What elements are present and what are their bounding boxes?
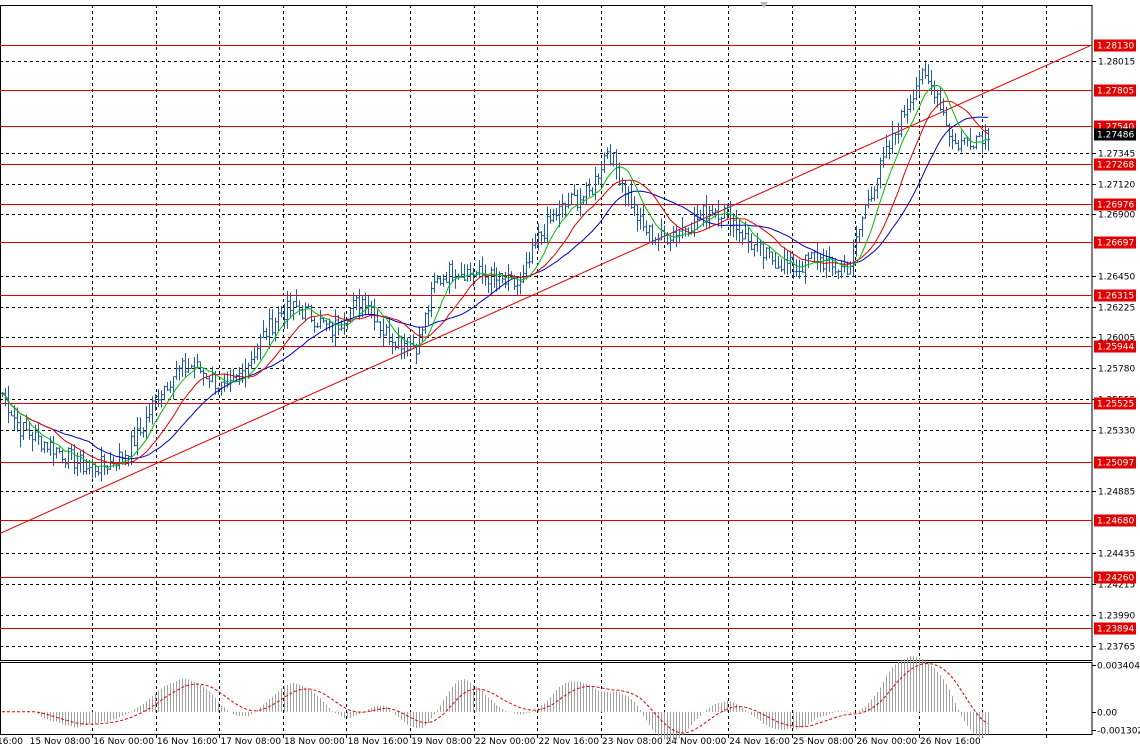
- time-label: 24 Nov 16:00: [729, 737, 790, 747]
- level-label: 1.27540: [1097, 123, 1134, 133]
- time-label: 16 Nov 16:00: [157, 737, 218, 747]
- level-label-box: [1094, 514, 1136, 527]
- level-label: 1.26697: [1097, 239, 1134, 249]
- price-axis-label: 1.23765: [1098, 643, 1135, 653]
- time-label: 26 Nov 00:00: [856, 737, 917, 747]
- level-label: 1.23894: [1097, 625, 1134, 635]
- level-label-box: [1094, 198, 1136, 211]
- price-axis-label: 1.26450: [1098, 273, 1135, 283]
- shift-marker: [760, 2, 768, 8]
- time-label: 18 Nov 00:00: [284, 737, 345, 747]
- time-label: 24 Nov 00:00: [666, 737, 727, 747]
- level-label: 1.25097: [1097, 459, 1134, 469]
- time-label: 17 Nov 08:00: [220, 737, 281, 747]
- price-axis-label: 1.26900: [1098, 211, 1135, 221]
- time-label: 23 Nov 08:00: [602, 737, 663, 747]
- level-label-box: [1094, 289, 1136, 302]
- time-label: 22 Nov 16:00: [538, 737, 599, 747]
- level-label: 1.25944: [1097, 343, 1134, 353]
- level-label-box: [1094, 84, 1136, 97]
- level-label-box: [1094, 571, 1136, 584]
- level-label: 1.24260: [1097, 574, 1134, 584]
- level-label-box: [1094, 397, 1136, 410]
- level-label: 1.24680: [1097, 517, 1134, 527]
- current-price-label: 1.27486: [1097, 131, 1134, 141]
- time-label: 18 Nov 16:00: [348, 737, 409, 747]
- time-label: 25 Nov 08:00: [793, 737, 854, 747]
- level-label: 1.25525: [1097, 400, 1134, 410]
- level-label-box: [1094, 622, 1136, 635]
- indicator-axis-label: 0.003404: [1097, 662, 1140, 672]
- level-label: 1.28130: [1097, 42, 1134, 52]
- price-axis-label: 1.24885: [1098, 488, 1135, 498]
- level-label: 1.26976: [1097, 201, 1134, 211]
- level-label-box: [1094, 236, 1136, 249]
- level-label: 1.27268: [1097, 161, 1134, 171]
- level-label-box: [1094, 340, 1136, 353]
- price-axis-label: 1.24435: [1098, 550, 1135, 560]
- level-label-box: [1094, 39, 1136, 52]
- level-label-box: [1094, 456, 1136, 469]
- price-axis-label: 1.27120: [1098, 181, 1135, 191]
- plot-frame: [0, 5, 1093, 661]
- time-label: 26 Nov 16:00: [920, 737, 981, 747]
- current-price-box: [1094, 128, 1136, 141]
- time-label: 15 Nov 08:00: [30, 737, 91, 747]
- price-axis-label: 1.28015: [1098, 58, 1135, 68]
- moving-average-slow: [1, 116, 989, 460]
- price-axis-label: 1.27345: [1098, 150, 1135, 160]
- time-label: 16 Nov 00:00: [93, 737, 154, 747]
- indicator-axis-label: -0.001302: [1097, 727, 1140, 737]
- price-axis-label: 1.26225: [1098, 304, 1135, 314]
- level-label: 1.26315: [1097, 292, 1134, 302]
- price-axis-label: 1.24215: [1098, 581, 1135, 591]
- time-label: 19 Nov 08:00: [411, 737, 472, 747]
- price-axis-label: 1.25330: [1098, 427, 1135, 437]
- level-label: 1.27805: [1097, 87, 1134, 97]
- time-label: 22 Nov 00:00: [475, 737, 536, 747]
- price-axis-label: 1.23990: [1098, 612, 1135, 622]
- price-axis-label: 1.25780: [1098, 365, 1135, 375]
- level-label-box: [1094, 158, 1136, 171]
- moving-average-fast: [1, 84, 989, 469]
- indicator-signal: [2, 663, 989, 734]
- time-label: 16:00: [0, 737, 23, 747]
- indicator-axis-label: 0.00: [1097, 709, 1117, 719]
- price-axis-label: 1.26005: [1098, 334, 1135, 344]
